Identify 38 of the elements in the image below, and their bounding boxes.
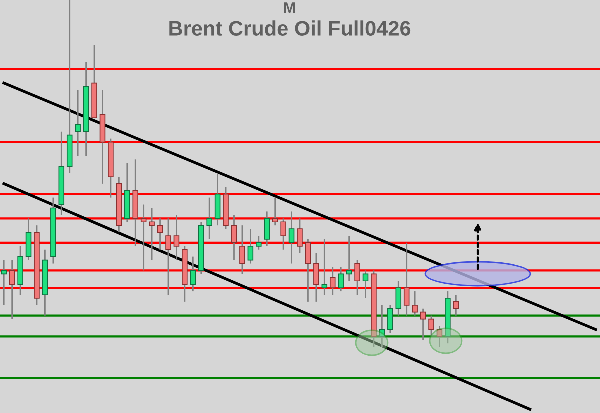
candlestick (314, 252, 320, 303)
candlestick (346, 235, 352, 282)
candlestick (379, 304, 386, 348)
candlestick (338, 266, 344, 292)
candlestick (436, 326, 443, 348)
candlestick (428, 315, 434, 338)
text: Brent Crude Oil Full0426 (170, 20, 411, 36)
candlestick (75, 90, 81, 157)
candlestick (388, 304, 394, 334)
candlestick (396, 280, 402, 317)
candlestick (330, 266, 336, 296)
candlestick (362, 270, 369, 300)
candlestick (420, 308, 426, 341)
candlestick (231, 214, 238, 261)
candlestick (305, 238, 312, 303)
candlestick (157, 218, 164, 251)
candlestick (264, 211, 270, 248)
chart-subtitle: M (284, 2, 296, 14)
candlestick (322, 238, 328, 296)
candlestick (354, 260, 360, 296)
candlestick (453, 294, 460, 317)
candlestick (174, 214, 180, 261)
candlestick (1, 260, 7, 306)
candlestick (240, 224, 246, 275)
candlestick (149, 208, 155, 261)
candlestick (412, 290, 418, 317)
candlestick (280, 218, 286, 251)
candlestick (272, 197, 278, 226)
candlestick (206, 197, 212, 240)
candlestick (404, 242, 410, 317)
candlestick (190, 256, 196, 292)
candlestick (297, 218, 303, 254)
candlestick (166, 218, 172, 296)
candlestick (9, 260, 16, 320)
candlestick (248, 228, 254, 264)
candlestick (288, 211, 295, 264)
candlestick (256, 235, 262, 251)
candlestick (140, 204, 147, 272)
